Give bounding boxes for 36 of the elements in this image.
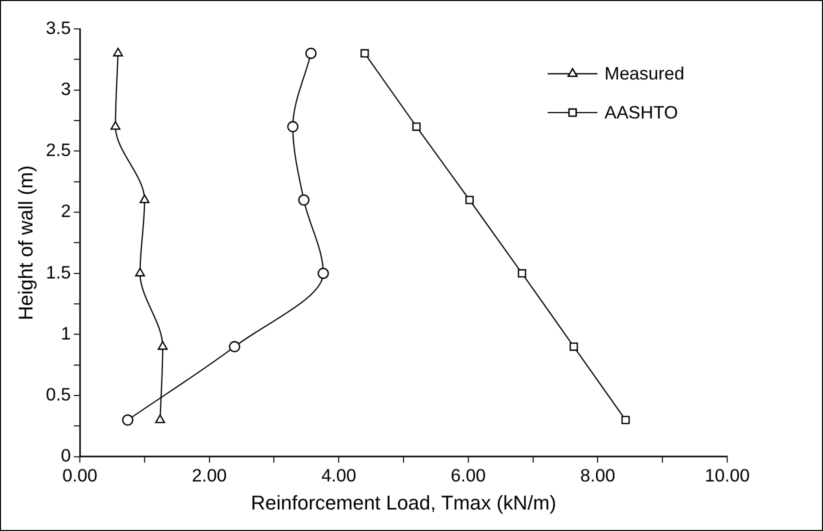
point [305, 48, 317, 59]
x-tick-label: 8.00 [580, 465, 616, 486]
point [140, 194, 150, 204]
y-tick-label: 0.5 [46, 384, 71, 405]
point [360, 49, 369, 58]
point [113, 48, 123, 56]
point [298, 194, 310, 206]
y-tick-label: 1.5 [46, 262, 71, 282]
point [287, 121, 298, 132]
x-axis-title: Reinforcement Load, Tmax (kN/m) [250, 492, 556, 515]
x-tick-label: 4.00 [321, 465, 356, 486]
point [412, 122, 421, 131]
point [465, 196, 474, 204]
point [110, 121, 120, 130]
point [570, 342, 578, 351]
point [228, 341, 240, 352]
point [518, 269, 526, 278]
point [122, 414, 134, 426]
legend-label: Measured [604, 64, 684, 84]
y-tick-label: 3.5 [46, 18, 71, 38]
y-tick-label: 3 [60, 78, 71, 99]
point [155, 414, 166, 424]
x-tick-label: 6.00 [450, 465, 486, 486]
x-tick-label: 2.00 [192, 465, 227, 486]
x-tick-label: 10.00 [704, 465, 750, 486]
y-tick-label: 2.5 [46, 140, 71, 160]
y-tick-label: 0 [60, 446, 71, 466]
y-tick-label: 2 [60, 201, 71, 222]
x-tick-label: 0.00 [62, 465, 98, 486]
y-axis-title: Height of wall (m) [15, 165, 38, 320]
legend-label: AASHTO [604, 102, 678, 123]
point [158, 341, 168, 350]
y-tick-label: 1 [60, 323, 71, 344]
point [135, 268, 146, 276]
point [318, 268, 329, 279]
point [621, 416, 630, 424]
